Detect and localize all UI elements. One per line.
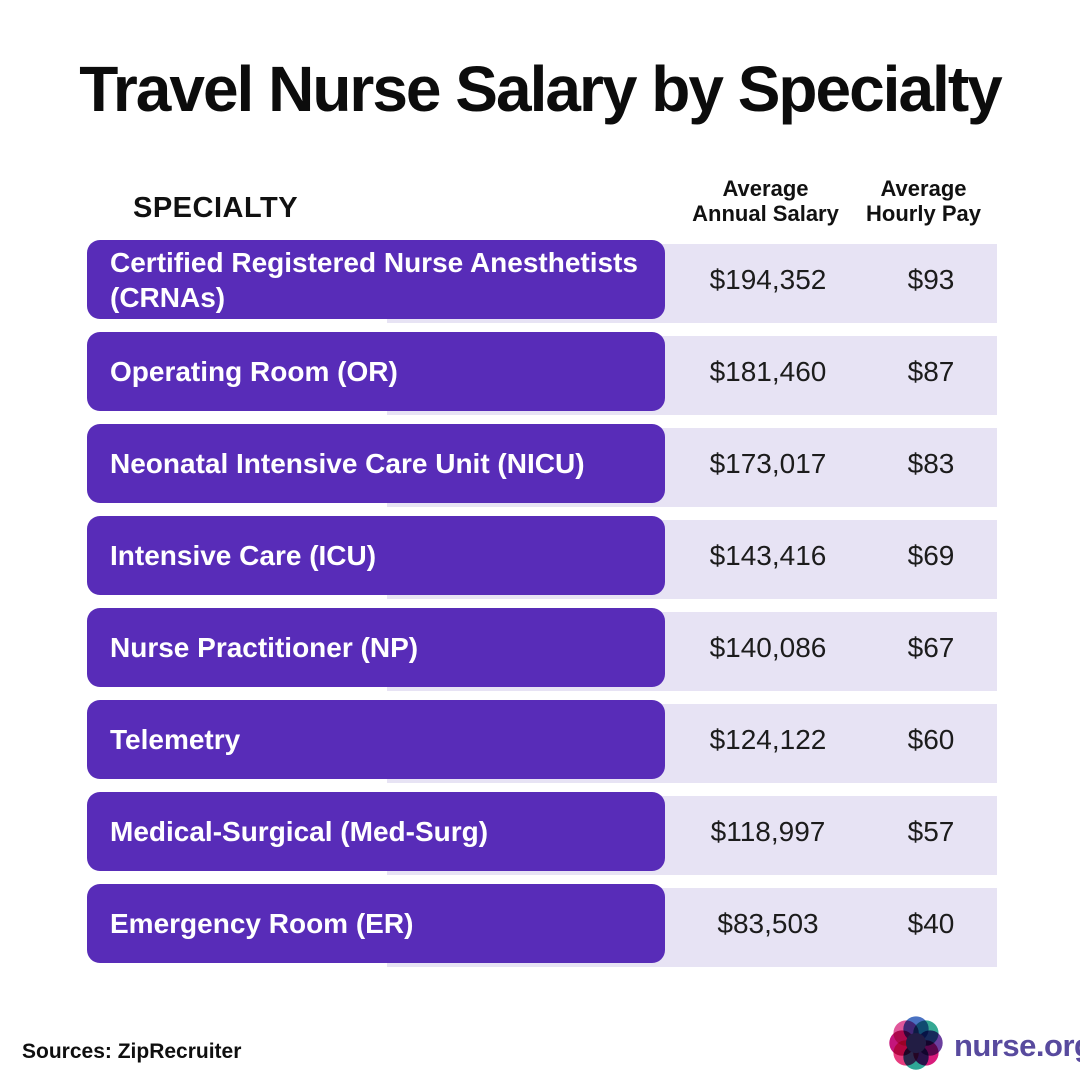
hourly-pay-value: $40 [907,907,955,939]
nurse-org-flower-icon [888,1014,944,1077]
annual-salary-value: $83,503 [717,907,819,939]
specialty-pill: Operating Room (OR) [87,332,665,411]
annual-salary-value: $181,460 [709,355,827,387]
table-row: Intensive Care (ICU) $143,416 $69 [87,516,997,599]
column-header-hourly-pay: Average Hourly Pay [826,176,1021,227]
sources-note: Sources: ZipRecruiter [22,1040,242,1063]
specialty-pill: Certified Registered Nurse Anesthetists … [87,240,665,319]
table-row: Certified Registered Nurse Anesthetists … [87,240,997,323]
specialty-pill: Telemetry [87,700,665,779]
table-row: Operating Room (OR) $181,460 $87 [87,332,997,415]
table-row: Emergency Room (ER) $83,503 $40 [87,884,997,967]
table-row: Telemetry $124,122 $60 [87,700,997,783]
table-row: Medical-Surgical (Med-Surg) $118,997 $57 [87,792,997,875]
table-row: Nurse Practitioner (NP) $140,086 $67 [87,608,997,691]
hourly-pay-value: $93 [907,263,955,295]
specialty-pill: Emergency Room (ER) [87,884,665,963]
hourly-pay-value: $83 [907,447,955,479]
salary-table: Certified Registered Nurse Anesthetists … [87,240,997,976]
specialty-pill: Nurse Practitioner (NP) [87,608,665,687]
annual-salary-value: $118,997 [710,815,826,847]
column-header-hourly-line1: Average [880,176,967,201]
column-header-specialty: SPECIALTY [133,192,299,224]
hourly-pay-value: $67 [907,631,955,663]
column-header-annual-salary: Average Annual Salary [658,176,873,227]
annual-salary-value: $140,086 [709,631,827,663]
table-row: Neonatal Intensive Care Unit (NICU) $173… [87,424,997,507]
hourly-pay-value: $69 [907,539,955,571]
specialty-pill: Neonatal Intensive Care Unit (NICU) [87,424,665,503]
hourly-pay-value: $60 [907,723,955,755]
hourly-pay-value: $57 [907,815,955,847]
page-title: Travel Nurse Salary by Specialty [79,53,1002,125]
specialty-pill: Intensive Care (ICU) [87,516,665,595]
annual-salary-value: $194,352 [709,263,827,295]
annual-salary-value: $173,017 [709,447,827,479]
brand-lockup: nurse.org [888,1014,1080,1077]
brand-name: nurse.org [954,1027,1080,1063]
hourly-pay-value: $87 [907,355,955,387]
annual-salary-value: $124,122 [709,723,827,755]
specialty-pill: Medical-Surgical (Med-Surg) [87,792,665,871]
column-header-hourly-line2: Hourly Pay [866,201,981,227]
column-header-annual-line2: Annual Salary [692,201,839,227]
annual-salary-value: $143,416 [709,539,827,571]
column-header-annual-line1: Average [722,176,809,201]
